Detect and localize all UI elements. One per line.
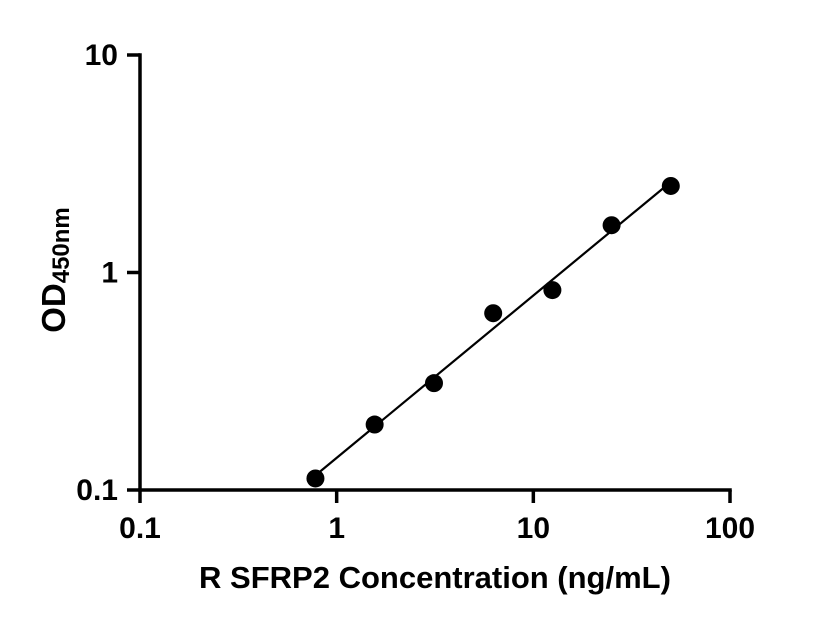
data-point (543, 281, 562, 300)
data-point (661, 176, 680, 195)
x-tick-label: 0.1 (119, 512, 161, 545)
x-tick-label: 10 (517, 512, 550, 545)
x-tick-label: 100 (705, 512, 755, 545)
y-tick-label: 0.1 (76, 474, 118, 507)
y-axis-title-main: OD (35, 283, 72, 333)
data-point (306, 469, 325, 488)
y-tick-label: 1 (101, 257, 118, 290)
y-axis-title: OD450nm (35, 100, 79, 440)
data-point (602, 216, 621, 235)
data-point (484, 304, 503, 323)
y-axis-title-subscript: 450nm (48, 207, 75, 284)
y-tick-label: 10 (85, 39, 118, 72)
x-axis-title: R SFRP2 Concentration (ng/mL) (199, 560, 671, 595)
x-tick-label: 1 (328, 512, 345, 545)
data-point (365, 415, 384, 434)
data-point (424, 374, 443, 393)
